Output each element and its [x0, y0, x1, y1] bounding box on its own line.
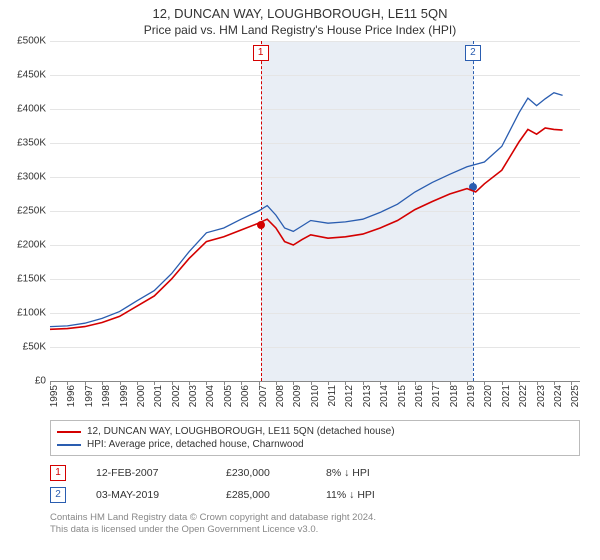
x-axis-label: 2024: [553, 385, 564, 407]
x-axis-label: 1999: [119, 385, 130, 407]
legend-item: 12, DUNCAN WAY, LOUGHBOROUGH, LE11 5QN (…: [57, 425, 573, 438]
x-axis-label: 2016: [414, 385, 425, 407]
x-axis-label: 2015: [397, 385, 408, 407]
y-axis-label: £100K: [4, 308, 46, 319]
footnote-line-1: Contains HM Land Registry data © Crown c…: [50, 512, 580, 524]
y-axis-label: £500K: [4, 36, 46, 47]
y-axis-label: £0: [4, 376, 46, 387]
x-axis-label: 2001: [153, 385, 164, 407]
x-axis-label: 2012: [344, 385, 355, 407]
legend-swatch: [57, 431, 81, 433]
footnote-line-2: This data is licensed under the Open Gov…: [50, 524, 580, 536]
x-axis-label: 2008: [275, 385, 286, 407]
legend-item: HPI: Average price, detached house, Char…: [57, 438, 573, 451]
y-axis-label: £350K: [4, 138, 46, 149]
x-axis-label: 2014: [379, 385, 390, 407]
legend-label: 12, DUNCAN WAY, LOUGHBOROUGH, LE11 5QN (…: [87, 426, 395, 437]
x-axis-label: 2019: [466, 385, 477, 407]
x-axis-label: 2007: [258, 385, 269, 407]
x-axis-label: 2003: [188, 385, 199, 407]
y-axis-label: £250K: [4, 206, 46, 217]
x-axis-label: 2020: [483, 385, 494, 407]
legend-label: HPI: Average price, detached house, Char…: [87, 439, 304, 450]
transaction-marker: 1: [50, 465, 66, 481]
footnote: Contains HM Land Registry data © Crown c…: [50, 512, 580, 537]
x-axis-label: 1998: [101, 385, 112, 407]
transaction-diff: 8% ↓ HPI: [326, 467, 426, 479]
x-axis-label: 2021: [501, 385, 512, 407]
transaction-row: 1 12-FEB-2007 £230,000 8% ↓ HPI: [50, 462, 580, 484]
x-axis-label: 1996: [66, 385, 77, 407]
x-axis-label: 2006: [240, 385, 251, 407]
transactions-table: 1 12-FEB-2007 £230,000 8% ↓ HPI 2 03-MAY-2019…: [50, 462, 580, 506]
chart-plot-area: £0£50K£100K£150K£200K£250K£300K£350K£400…: [50, 41, 580, 382]
y-axis-label: £450K: [4, 70, 46, 81]
legend-swatch: [57, 444, 81, 446]
series-hpi: [50, 93, 563, 327]
y-axis-label: £300K: [4, 172, 46, 183]
x-axis-label: 2009: [292, 385, 303, 407]
plot-svg: [50, 41, 580, 381]
x-axis-label: 2004: [205, 385, 216, 407]
y-axis-label: £150K: [4, 274, 46, 285]
title-line-2: Price paid vs. HM Land Registry's House …: [0, 21, 600, 41]
title-line-1: 12, DUNCAN WAY, LOUGHBOROUGH, LE11 5QN: [0, 0, 600, 21]
x-axis-label: 1997: [84, 385, 95, 407]
x-axis-label: 2000: [136, 385, 147, 407]
y-axis-label: £200K: [4, 240, 46, 251]
transaction-date: 03-MAY-2019: [96, 489, 196, 501]
x-axis-label: 2005: [223, 385, 234, 407]
series-price_paid: [50, 128, 563, 329]
x-axis-label: 2025: [570, 385, 581, 407]
transaction-price: £285,000: [226, 489, 296, 501]
x-axis-label: 2022: [518, 385, 529, 407]
legend-box: 12, DUNCAN WAY, LOUGHBOROUGH, LE11 5QN (…: [50, 420, 580, 456]
x-axis-label: 2018: [449, 385, 460, 407]
x-axis-label: 2010: [310, 385, 321, 407]
x-axis-label: 2017: [431, 385, 442, 407]
y-axis-label: £400K: [4, 104, 46, 115]
x-axis-label: 2023: [536, 385, 547, 407]
transaction-date: 12-FEB-2007: [96, 467, 196, 479]
x-axis-label: 2002: [171, 385, 182, 407]
x-axis-label: 2011: [327, 385, 338, 407]
y-axis-label: £50K: [4, 342, 46, 353]
transaction-row: 2 03-MAY-2019 £285,000 11% ↓ HPI: [50, 484, 580, 506]
x-axis-label: 1995: [49, 385, 60, 407]
transaction-price: £230,000: [226, 467, 296, 479]
transaction-marker: 2: [50, 487, 66, 503]
x-axis-label: 2013: [362, 385, 373, 407]
transaction-diff: 11% ↓ HPI: [326, 489, 426, 501]
